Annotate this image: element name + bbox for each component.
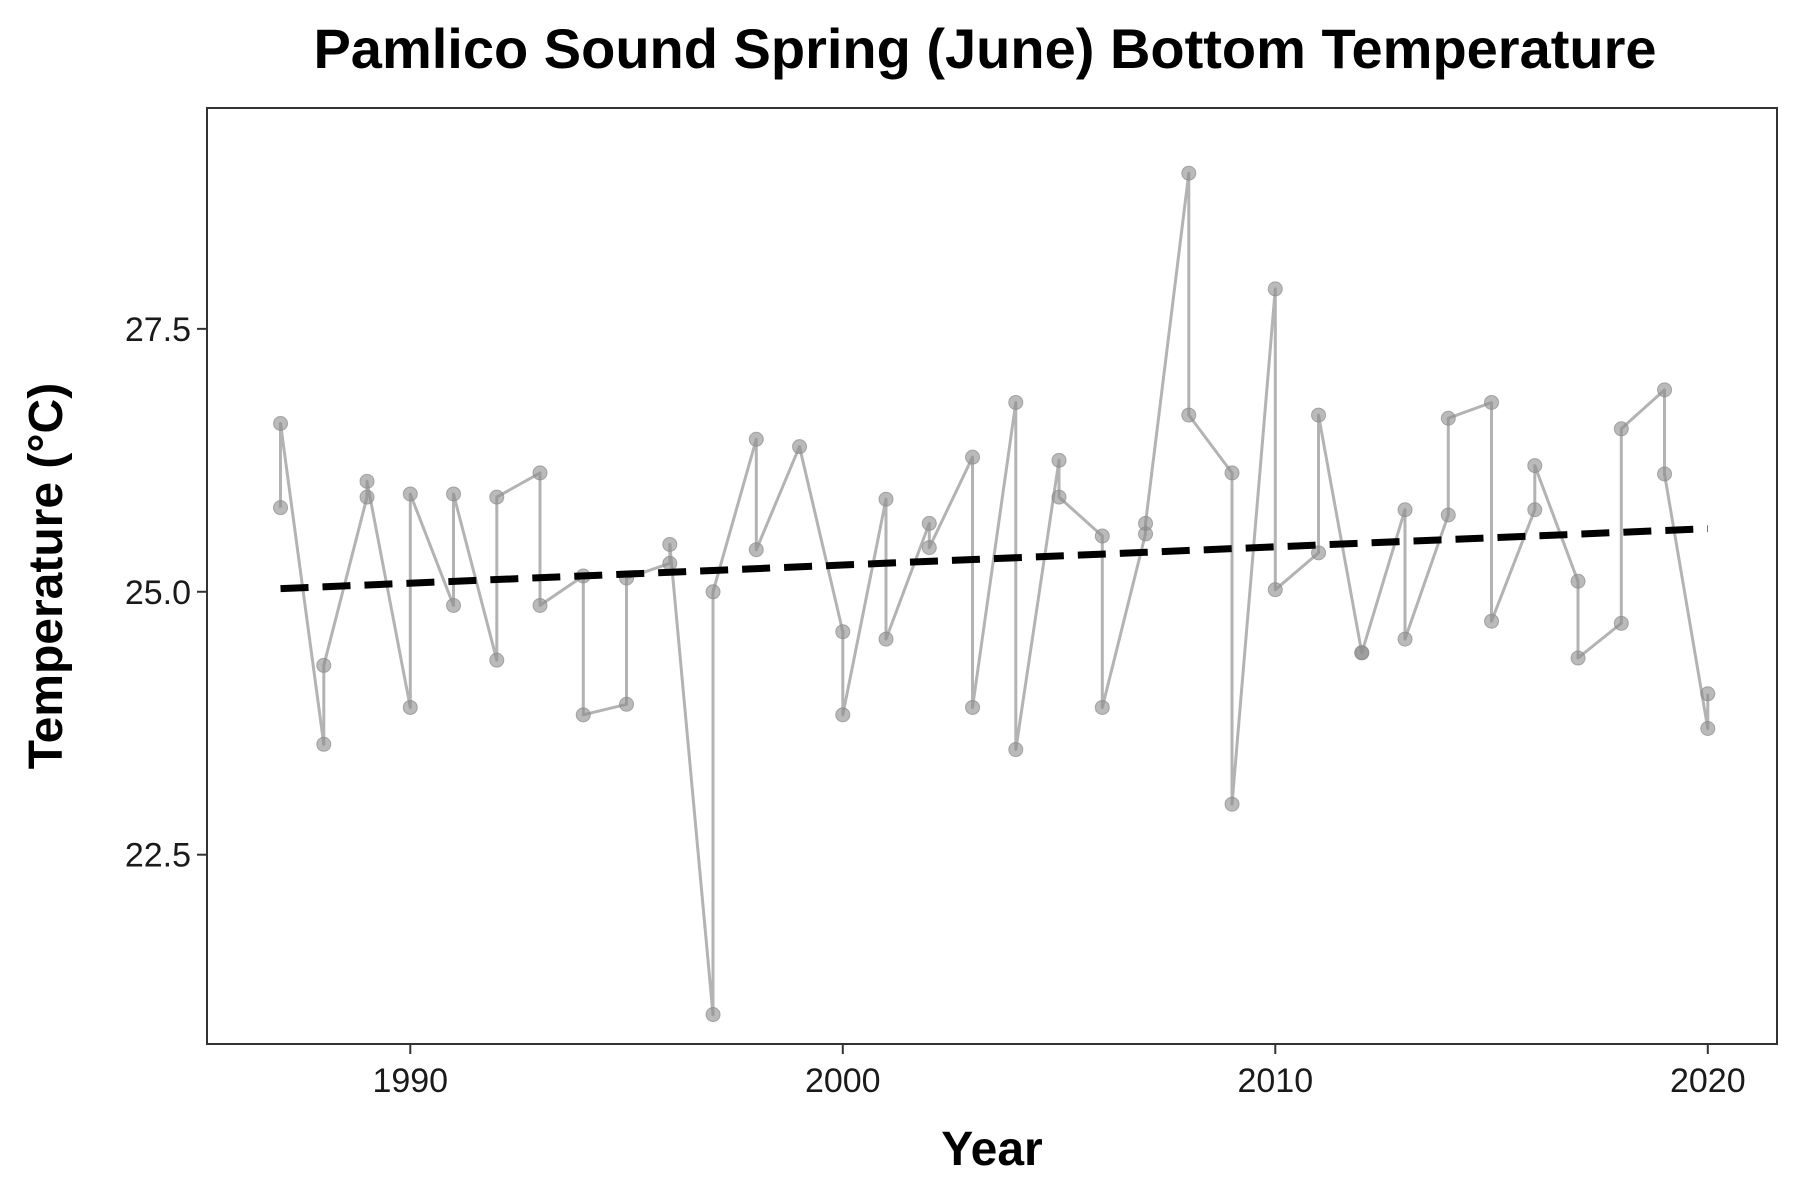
data-point <box>705 1007 721 1023</box>
chart-title: Pamlico Sound Spring (June) Bottom Tempe… <box>313 17 1656 80</box>
data-point <box>1311 545 1327 561</box>
y-tick-label: 27.5 <box>125 311 191 349</box>
data-point <box>1051 452 1067 468</box>
data-point <box>1267 281 1283 297</box>
x-tick-label: 2020 <box>1670 1062 1746 1100</box>
x-tick-label: 1990 <box>372 1062 448 1100</box>
data-point <box>273 416 289 432</box>
trend-layer <box>280 525 1708 593</box>
data-point <box>1613 421 1629 437</box>
data-point <box>1613 615 1629 631</box>
data-point <box>619 696 635 712</box>
data-point <box>489 652 505 668</box>
x-tick-label: 2000 <box>805 1062 881 1100</box>
data-point <box>1267 582 1283 598</box>
data-point <box>1570 573 1586 589</box>
data-point <box>1700 720 1716 736</box>
data-point <box>1440 410 1456 426</box>
data-point <box>575 707 591 723</box>
data-point <box>316 736 332 752</box>
data-point <box>1008 394 1024 410</box>
data-point <box>705 584 721 600</box>
x-axis-label: Year <box>941 1123 1042 1176</box>
data-point <box>1397 502 1413 518</box>
x-tick-label: 2010 <box>1237 1062 1313 1100</box>
data-point <box>273 500 289 516</box>
data-point <box>921 540 937 556</box>
data-point <box>835 707 851 723</box>
data-point <box>1311 407 1327 423</box>
data-point <box>1397 631 1413 647</box>
data-point <box>1224 465 1240 481</box>
data-point <box>835 624 851 640</box>
data-point <box>792 439 808 455</box>
data-point <box>1527 502 1543 518</box>
data-point <box>748 431 764 447</box>
series-line <box>279 171 1710 1017</box>
y-axis-label: Temperature (°C) <box>20 383 73 769</box>
data-point <box>878 491 894 507</box>
data-point <box>1484 394 1500 410</box>
data-point <box>965 699 981 715</box>
data-point <box>1094 699 1110 715</box>
data-point <box>921 515 937 531</box>
data-point <box>878 631 894 647</box>
data-point <box>446 597 462 613</box>
data-point <box>1440 507 1456 523</box>
y-axis: 22.5 25.0 27.5 <box>125 311 207 875</box>
data-point <box>1094 528 1110 544</box>
data-point <box>1354 645 1370 661</box>
data-point <box>1181 407 1197 423</box>
trend-line <box>280 525 1708 593</box>
data-point <box>1224 796 1240 812</box>
y-tick-label: 25.0 <box>125 574 191 612</box>
y-tick-label: 22.5 <box>125 837 191 875</box>
data-point <box>446 486 462 502</box>
data-point <box>1700 686 1716 702</box>
data-point <box>662 555 678 571</box>
data-point <box>1527 458 1543 474</box>
data-point <box>1181 165 1197 181</box>
data-point <box>532 597 548 613</box>
data-point <box>1138 515 1154 531</box>
data-point <box>1008 742 1024 758</box>
data-point <box>965 449 981 465</box>
data-point <box>489 489 505 505</box>
data-point <box>748 542 764 558</box>
data-point <box>402 699 418 715</box>
data-point <box>1484 613 1500 629</box>
data-point <box>532 465 548 481</box>
data-point <box>662 536 678 552</box>
data-series <box>273 165 1716 1023</box>
data-point <box>359 473 375 489</box>
data-point <box>1570 650 1586 666</box>
data-point <box>359 489 375 505</box>
data-point <box>1051 489 1067 505</box>
x-axis: 1990 2000 2010 2020 <box>372 1044 1746 1100</box>
data-point <box>316 657 332 673</box>
data-point <box>1657 382 1673 398</box>
data-point <box>402 486 418 502</box>
data-point <box>1657 466 1673 482</box>
